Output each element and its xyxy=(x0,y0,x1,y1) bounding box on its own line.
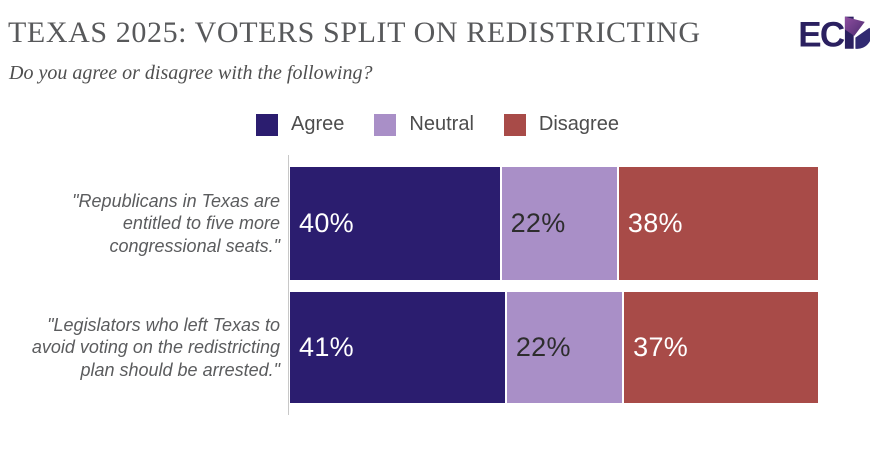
value-label: 38% xyxy=(627,208,683,238)
legend: Agree Neutral Disagree xyxy=(0,113,875,136)
stacked-bar: 40% 22% 38% xyxy=(290,167,818,280)
category-label-text: "Legislators who left Texas to avoid vot… xyxy=(31,314,280,380)
segment-disagree: 37% xyxy=(624,292,818,403)
legend-label: Disagree xyxy=(538,113,619,135)
segment-disagree: 38% xyxy=(618,167,818,280)
ecp-logo: EC xyxy=(800,15,870,54)
segment-neutral: 22% xyxy=(506,292,623,403)
stacked-bar: 41% 22% 37% xyxy=(290,292,818,403)
segment-agree: 40% xyxy=(290,167,500,280)
legend-swatch xyxy=(374,113,397,136)
legend-item-agree: Agree xyxy=(256,113,344,136)
value-label: 22% xyxy=(510,208,566,238)
category-label: "Legislators who left Texas to avoid vot… xyxy=(0,292,280,403)
legend-swatch xyxy=(256,113,279,136)
category-label-text: "Republicans in Texas are entitled to fi… xyxy=(72,190,280,256)
segment-neutral: 22% xyxy=(501,167,617,280)
chart-row: "Republicans in Texas are entitled to fi… xyxy=(0,167,875,280)
legend-item-neutral: Neutral xyxy=(374,113,474,136)
chart-subtitle: Do you agree or disagree with the follow… xyxy=(9,62,373,84)
value-label: 41% xyxy=(299,332,354,362)
value-label: 22% xyxy=(515,332,571,362)
page-title: TEXAS 2025: VOTERS SPLIT ON REDISTRICTIN… xyxy=(8,16,701,49)
legend-label: Neutral xyxy=(409,113,474,135)
y-axis-line xyxy=(288,155,289,415)
legend-item-disagree: Disagree xyxy=(503,113,619,136)
logo-p-bowl xyxy=(855,27,870,49)
logo-letters-ec: EC xyxy=(800,15,845,54)
category-label: "Republicans in Texas are entitled to fi… xyxy=(0,167,280,280)
logo-p-stem xyxy=(844,16,854,49)
segment-agree: 41% xyxy=(290,292,505,403)
value-label: 40% xyxy=(299,208,354,238)
logo-p-purple-diamond xyxy=(844,16,865,36)
chart: "Republicans in Texas are entitled to fi… xyxy=(0,155,875,417)
legend-swatch xyxy=(503,113,526,136)
chart-row: "Legislators who left Texas to avoid vot… xyxy=(0,292,875,403)
value-label: 37% xyxy=(633,332,689,362)
legend-label: Agree xyxy=(291,113,345,135)
